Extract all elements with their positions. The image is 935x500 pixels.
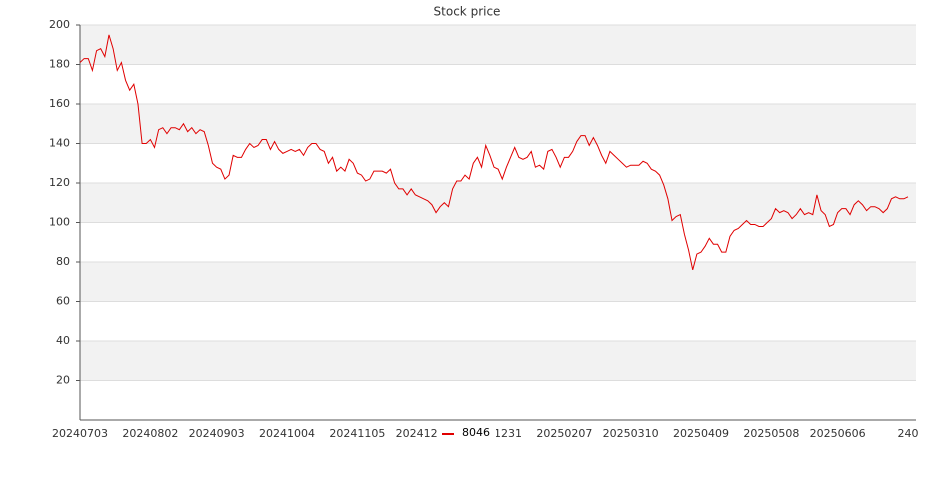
y-tick-label: 160	[49, 97, 70, 110]
x-tick-label: 20250310	[603, 427, 659, 440]
y-tick-label: 100	[49, 216, 70, 229]
x-tick-label: 20240903	[189, 427, 245, 440]
x-tick-label: 20241004	[259, 427, 315, 440]
y-tick-label: 40	[56, 334, 70, 347]
x-tick-label: 240	[898, 427, 919, 440]
y-tick-label: 140	[49, 137, 70, 150]
chart-title: Stock price	[434, 5, 501, 19]
legend-label: 8046	[462, 426, 490, 439]
x-tick-label: 20240802	[122, 427, 178, 440]
grid-band	[80, 341, 916, 381]
y-tick-label: 80	[56, 255, 70, 268]
x-tick-label: 20250606	[810, 427, 866, 440]
grid-band	[80, 262, 916, 302]
line-series	[79, 34, 909, 271]
y-tick-label: 180	[49, 58, 70, 71]
x-tick-label: 20240703	[52, 427, 108, 440]
legend-box	[438, 425, 496, 442]
grid-band	[80, 25, 916, 65]
x-tick-label: 20250409	[673, 427, 729, 440]
x-tick-label: 20250508	[743, 427, 799, 440]
y-tick-label: 120	[49, 176, 70, 189]
x-tick-label: 20250207	[536, 427, 592, 440]
y-tick-label: 60	[56, 295, 70, 308]
grid-band	[80, 104, 916, 144]
y-tick-label: 20	[56, 374, 70, 387]
y-tick-label: 200	[49, 18, 70, 31]
grid-band	[80, 183, 916, 223]
x-tick-label: 20241105	[329, 427, 385, 440]
x-tick-label: 20241204	[396, 427, 452, 440]
